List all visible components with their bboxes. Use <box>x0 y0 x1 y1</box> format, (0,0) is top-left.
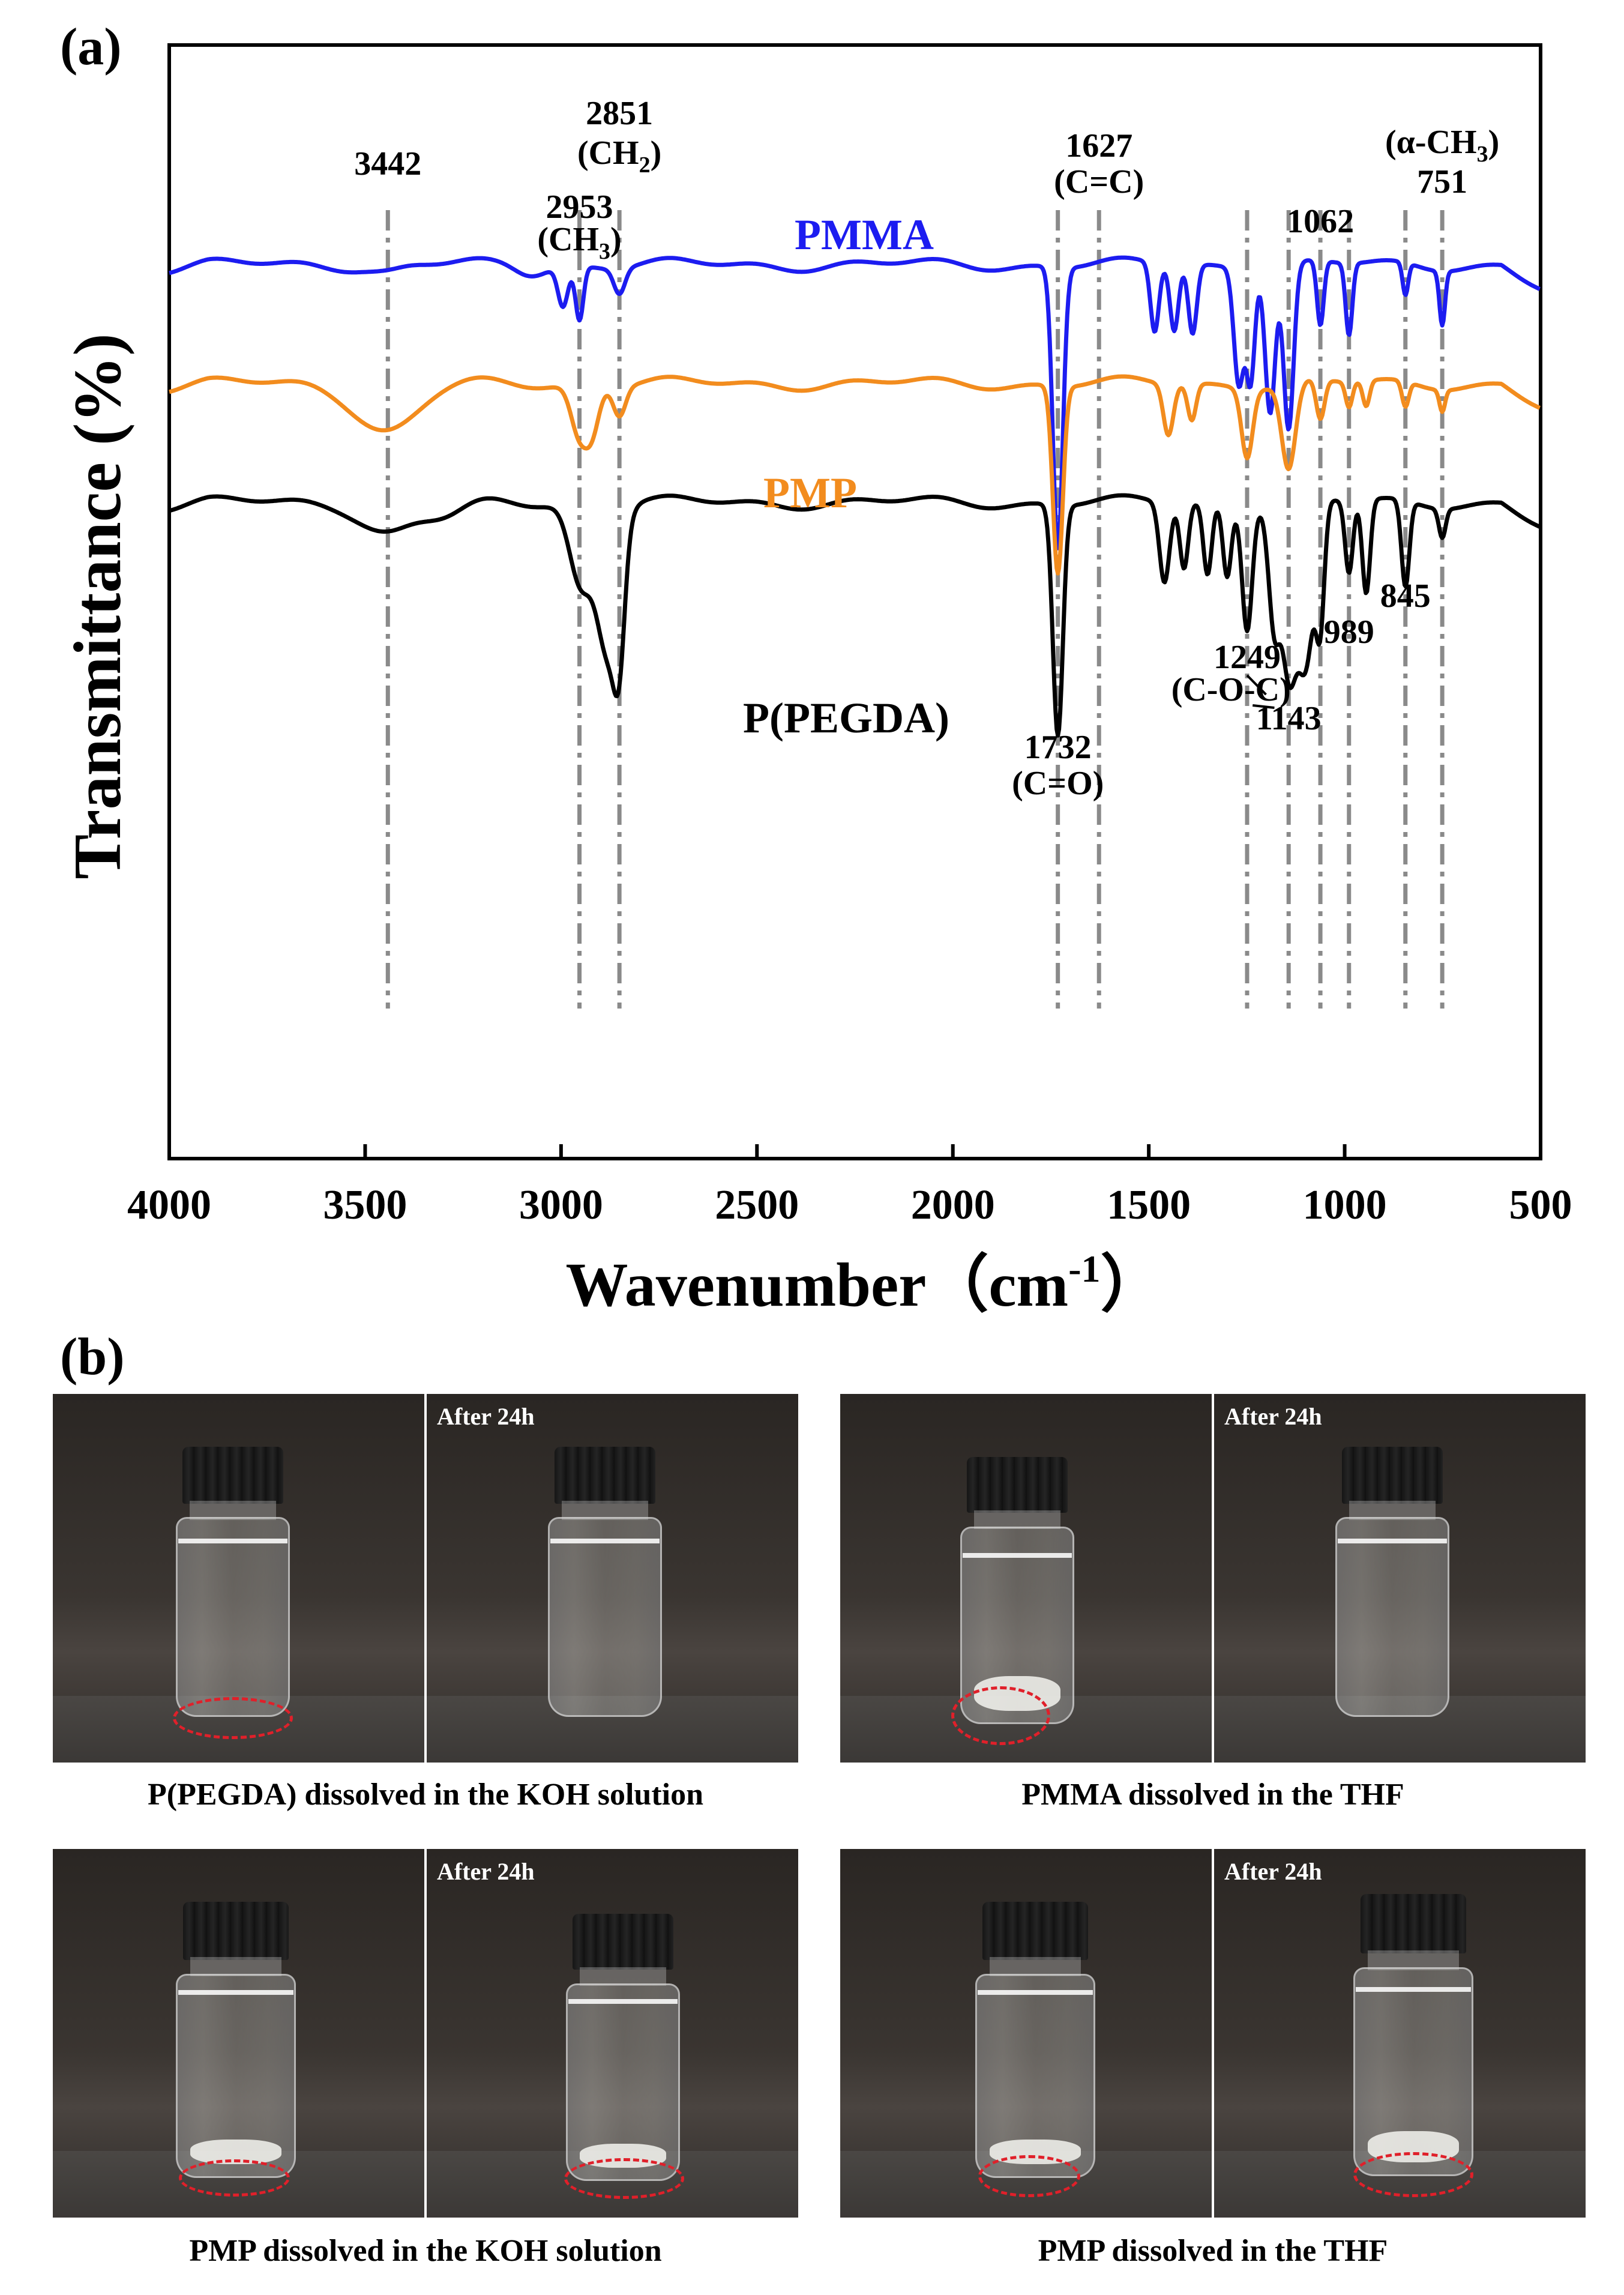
photo-divider <box>424 1394 427 1763</box>
photo-divider <box>424 1849 427 2218</box>
panel-label-b: (b) <box>60 1328 125 1386</box>
ftir-chart: 3442 2953(CH3) 2851(CH2) 1627(C=C) 1062 (α-CH… <box>61 43 1572 1319</box>
vial-after <box>1353 1894 1473 2176</box>
annotation-11: 989 <box>1324 614 1374 651</box>
annotation-9: 751 <box>1417 163 1467 201</box>
x-tick-label-2500: 2500 <box>715 1182 799 1228</box>
series-label-pmp: PMP <box>763 469 857 517</box>
annotation-15: 1732 <box>1024 729 1092 766</box>
vial-cap <box>982 1902 1088 1960</box>
annotation-2: (CH3) <box>537 221 621 264</box>
vial-neck <box>190 1957 281 1977</box>
sample-highlight-ellipse <box>951 1686 1050 1745</box>
vial-cap <box>1361 1894 1466 1953</box>
liquid-line <box>550 1539 660 1543</box>
caption-pmp-thf: PMP dissolved in the THF <box>1038 2234 1388 2268</box>
series-line-pmp <box>168 374 1541 576</box>
annotation-16: (C=O) <box>1012 765 1104 802</box>
photo-divider <box>1212 1394 1214 1763</box>
annotation-8: (α-CH3) <box>1385 124 1499 167</box>
vial-neck <box>561 1501 649 1520</box>
vial-cap <box>555 1447 655 1504</box>
annotation-0: 3442 <box>354 145 421 182</box>
x-axis-label: Wavenumber（cm-1） <box>565 1247 1162 1319</box>
series-line-p-pegda <box>168 493 1541 738</box>
photo-divider <box>1212 1849 1214 2218</box>
sample-highlight-ellipse <box>978 2155 1080 2197</box>
x-tick-label-3500: 3500 <box>323 1182 407 1228</box>
annotation-4: (CH2) <box>577 134 661 178</box>
sample-highlight-ellipse <box>564 2158 684 2199</box>
liquid-line <box>962 1553 1072 1558</box>
annotation-10: 845 <box>1380 578 1431 615</box>
annotation-3: 2851 <box>586 95 653 132</box>
liquid-line <box>568 1999 678 2004</box>
series-label-p-pegda: P(PEGDA) <box>743 694 949 742</box>
vial-after <box>566 1914 680 2181</box>
vial-before <box>176 1902 296 2178</box>
vial-body <box>176 1517 290 1717</box>
vial-after <box>548 1447 662 1717</box>
vial-cap <box>573 1914 673 1970</box>
annotation-6: (C=C) <box>1054 163 1144 201</box>
after-24h-label: After 24h <box>1224 1403 1322 1430</box>
vial-before <box>176 1447 290 1717</box>
photo-pmma-thf: After 24h <box>840 1394 1586 1763</box>
x-tick-label-2000: 2000 <box>911 1182 995 1228</box>
vial-neck <box>1368 1950 1459 1970</box>
photo-pegda-koh: After 24h <box>53 1394 798 1763</box>
vial-cap <box>967 1457 1068 1513</box>
vial-before <box>975 1902 1095 2178</box>
x-tick-label-3000: 3000 <box>519 1182 603 1228</box>
vial-body <box>1335 1517 1449 1717</box>
caption-pmp-koh: PMP dissolved in the KOH solution <box>189 2234 662 2268</box>
x-tick-label-1000: 1000 <box>1303 1182 1387 1228</box>
sample-highlight-ellipse <box>179 2159 290 2197</box>
sample-highlight-ellipse <box>1353 2152 1473 2197</box>
sample-highlight-ellipse <box>173 1697 293 1739</box>
x-tick-label-1500: 1500 <box>1107 1182 1191 1228</box>
plot-frame <box>167 43 1542 1160</box>
vial-neck <box>1349 1501 1436 1520</box>
series-label-pmma: PMMA <box>795 211 934 259</box>
vial-neck <box>990 1957 1081 1977</box>
caption-pegda-koh: P(PEGDA) dissolved in the KOH solution <box>148 1778 703 1812</box>
vial-after <box>1335 1447 1449 1717</box>
x-tick-label-500: 500 <box>1509 1182 1572 1228</box>
caption-pmma-thf: PMMA dissolved in the THF <box>1021 1778 1404 1812</box>
x-tick-label-4000: 4000 <box>127 1182 211 1228</box>
annotation-13: (C-O-C) <box>1171 671 1291 708</box>
photo-pmp-thf: After 24h <box>840 1849 1586 2218</box>
vial-cap <box>182 1447 283 1504</box>
vial-before <box>960 1457 1074 1724</box>
vial-cap <box>183 1902 289 1960</box>
liquid-line <box>978 1990 1093 1995</box>
annotation-12: 1249 <box>1213 639 1281 676</box>
vial-neck <box>579 1967 667 1986</box>
liquid-line <box>1337 1539 1448 1543</box>
after-24h-label: After 24h <box>437 1403 535 1430</box>
annotation-5: 1627 <box>1065 127 1132 164</box>
annotation-1: 2953 <box>546 188 613 226</box>
arrow-1249 <box>1246 674 1267 696</box>
series-line-pmma <box>168 255 1541 550</box>
liquid-line <box>178 1990 293 1995</box>
vial-body <box>548 1517 662 1717</box>
panel-label-a: (a) <box>60 18 122 76</box>
vial-cap <box>1342 1447 1443 1504</box>
vial-neck <box>973 1510 1061 1530</box>
vial-neck <box>189 1501 277 1520</box>
liquid-line <box>178 1539 288 1543</box>
annotation-14: 1143 <box>1256 700 1322 737</box>
annotation-7: 1062 <box>1287 203 1354 240</box>
liquid-line <box>1356 1987 1471 1992</box>
y-axis-label: Transmittance (%) <box>61 333 135 879</box>
photo-pmp-koh: After 24h <box>53 1849 798 2218</box>
arrow-1143 <box>1252 704 1275 709</box>
after-24h-label: After 24h <box>1224 1858 1322 1885</box>
after-24h-label: After 24h <box>437 1858 535 1885</box>
